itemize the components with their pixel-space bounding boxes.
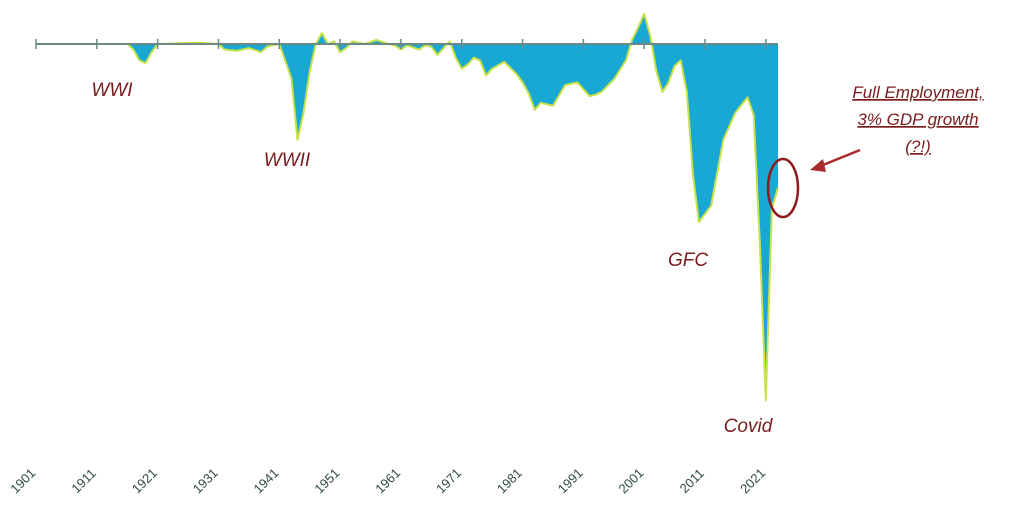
highlight-circle [766, 157, 800, 219]
x-tick-label: 1951 [311, 465, 342, 496]
full-employment-note: Full Employment, 3% GDP growth (?!) [766, 83, 984, 219]
x-tick-label: 2021 [737, 465, 768, 496]
annotation-covid: Covid [724, 416, 774, 437]
x-tick-label: 1981 [494, 465, 525, 496]
event-annotations: WWI WWII GFC Covid [91, 80, 773, 437]
x-axis-tick-labels: 1901 1911 1921 1931 1941 1951 1961 1971 1981 1991… [7, 465, 768, 496]
note-line-1: Full Employment, [852, 83, 983, 102]
x-tick-label: 1971 [433, 465, 464, 496]
x-tick-label: 1911 [68, 466, 98, 496]
x-tick-label: 2001 [615, 465, 646, 496]
x-axis [35, 39, 778, 49]
x-tick-label: 1901 [7, 465, 38, 496]
x-tick-label: 1941 [251, 465, 282, 496]
note-line-2: 3% GDP growth [857, 110, 978, 129]
annotation-gfc: GFC [668, 250, 708, 271]
series-line-0 [36, 12, 779, 402]
annotation-wwi: WWI [91, 80, 133, 101]
annotation-wwii: WWII [264, 150, 311, 171]
note-arrow-shaft [817, 148, 861, 169]
x-tick-label: 1931 [190, 465, 221, 496]
plot-area [36, 12, 779, 402]
note-arrow-head [810, 159, 826, 172]
series-area-0 [36, 13, 778, 401]
x-tick-label: 1961 [372, 465, 403, 496]
note-line-3: (?!) [905, 137, 931, 156]
x-tick-label: 1921 [129, 465, 160, 496]
x-tick-label: 1991 [555, 465, 586, 496]
x-tick-label: 2011 [677, 466, 707, 496]
